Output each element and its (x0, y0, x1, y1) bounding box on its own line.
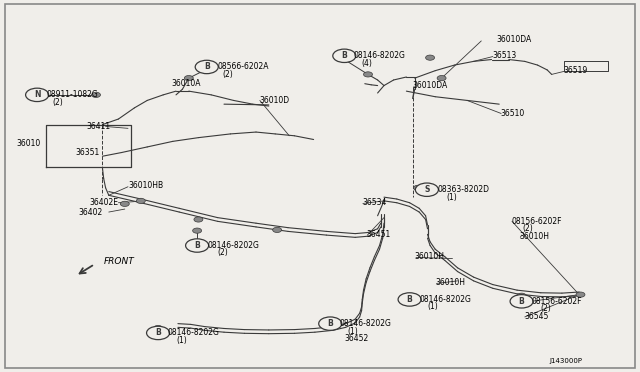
Text: 08566-6202A: 08566-6202A (218, 62, 269, 71)
Circle shape (193, 228, 202, 233)
Circle shape (398, 293, 421, 306)
Circle shape (273, 227, 282, 232)
Text: 36402: 36402 (78, 208, 102, 217)
Text: B: B (204, 62, 209, 71)
Text: 36010H: 36010H (415, 252, 445, 261)
Circle shape (120, 201, 129, 206)
Circle shape (517, 293, 526, 298)
Text: J143000P: J143000P (549, 358, 582, 364)
Circle shape (92, 92, 100, 97)
Text: (1): (1) (347, 327, 358, 336)
Text: 36010DA: 36010DA (413, 81, 448, 90)
Text: (1): (1) (176, 336, 187, 345)
Circle shape (576, 292, 585, 297)
Circle shape (147, 326, 170, 340)
Circle shape (415, 183, 438, 196)
Circle shape (26, 88, 49, 102)
Text: 08146-8202G: 08146-8202G (208, 241, 260, 250)
Circle shape (405, 295, 414, 300)
Text: (2): (2) (52, 98, 63, 107)
Text: (2): (2) (218, 248, 228, 257)
Circle shape (364, 72, 372, 77)
Text: 36351: 36351 (76, 148, 100, 157)
Text: 36451: 36451 (366, 230, 390, 239)
Circle shape (195, 60, 218, 74)
Circle shape (136, 198, 145, 203)
Circle shape (194, 243, 203, 248)
Circle shape (194, 217, 203, 222)
Text: 08363-8202D: 08363-8202D (437, 185, 489, 194)
Text: (2): (2) (522, 224, 533, 233)
Text: 36402E: 36402E (90, 198, 118, 207)
Text: 36010H: 36010H (435, 278, 465, 287)
Text: FRONT: FRONT (104, 257, 134, 266)
Text: 36519: 36519 (563, 66, 588, 75)
Text: 36452: 36452 (344, 334, 369, 343)
Text: 08146-8202G: 08146-8202G (168, 328, 220, 337)
Text: 36513: 36513 (493, 51, 517, 60)
Circle shape (413, 185, 422, 190)
Circle shape (186, 239, 209, 252)
Text: N: N (34, 90, 40, 99)
Circle shape (319, 317, 342, 330)
Text: (2): (2) (541, 304, 552, 313)
Text: B: B (407, 295, 412, 304)
Text: 36010DA: 36010DA (496, 35, 531, 44)
Text: 36010: 36010 (16, 139, 40, 148)
Text: 08156-6202F: 08156-6202F (512, 217, 563, 226)
Text: B: B (342, 51, 347, 60)
Circle shape (184, 76, 193, 81)
Text: (1): (1) (428, 302, 438, 311)
Text: 08911-1082G: 08911-1082G (47, 90, 99, 99)
Circle shape (426, 55, 435, 60)
Text: 36411: 36411 (86, 122, 111, 131)
Text: B: B (156, 328, 161, 337)
Circle shape (437, 76, 446, 81)
Text: B: B (328, 319, 333, 328)
Text: 36010H: 36010H (520, 232, 550, 241)
Text: S: S (424, 185, 429, 194)
Text: (4): (4) (362, 59, 372, 68)
Text: 08146-8202G: 08146-8202G (339, 319, 391, 328)
Text: 36010A: 36010A (172, 79, 201, 88)
Circle shape (333, 49, 356, 62)
Circle shape (510, 295, 533, 308)
Circle shape (154, 326, 163, 331)
Text: 08146-8202G: 08146-8202G (419, 295, 471, 304)
Text: 08156-6202F: 08156-6202F (531, 297, 582, 306)
Text: 36545: 36545 (525, 312, 549, 321)
Text: B: B (519, 297, 524, 306)
Text: 36010D: 36010D (259, 96, 289, 105)
Text: (1): (1) (447, 193, 458, 202)
Text: 36534: 36534 (362, 198, 387, 207)
Text: B: B (195, 241, 200, 250)
Text: (2): (2) (223, 70, 234, 79)
Text: 36510: 36510 (500, 109, 525, 118)
Text: 36010HB: 36010HB (128, 182, 163, 190)
Text: 08146-8202G: 08146-8202G (354, 51, 406, 60)
